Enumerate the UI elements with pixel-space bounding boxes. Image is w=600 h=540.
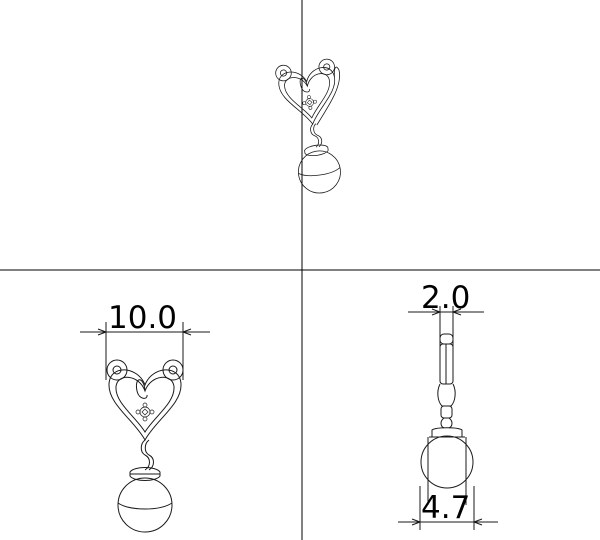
pendant-side [420,333,474,505]
dimension-side-thickness: 2.0 [408,280,484,350]
pendant-front [106,359,184,533]
pendant-perspective [275,58,341,194]
dimension-label-width: 10.0 [108,300,177,336]
perspective-view [275,58,341,194]
front-view: 10.0 [80,300,210,533]
dimension-label-pearl: 4.7 [421,490,470,526]
dimension-front-width: 10.0 [80,300,210,380]
dimension-label-thickness: 2.0 [421,280,470,316]
side-view: 2.0 4.7 [398,280,498,530]
dimension-side-pearl: 4.7 [398,486,498,530]
